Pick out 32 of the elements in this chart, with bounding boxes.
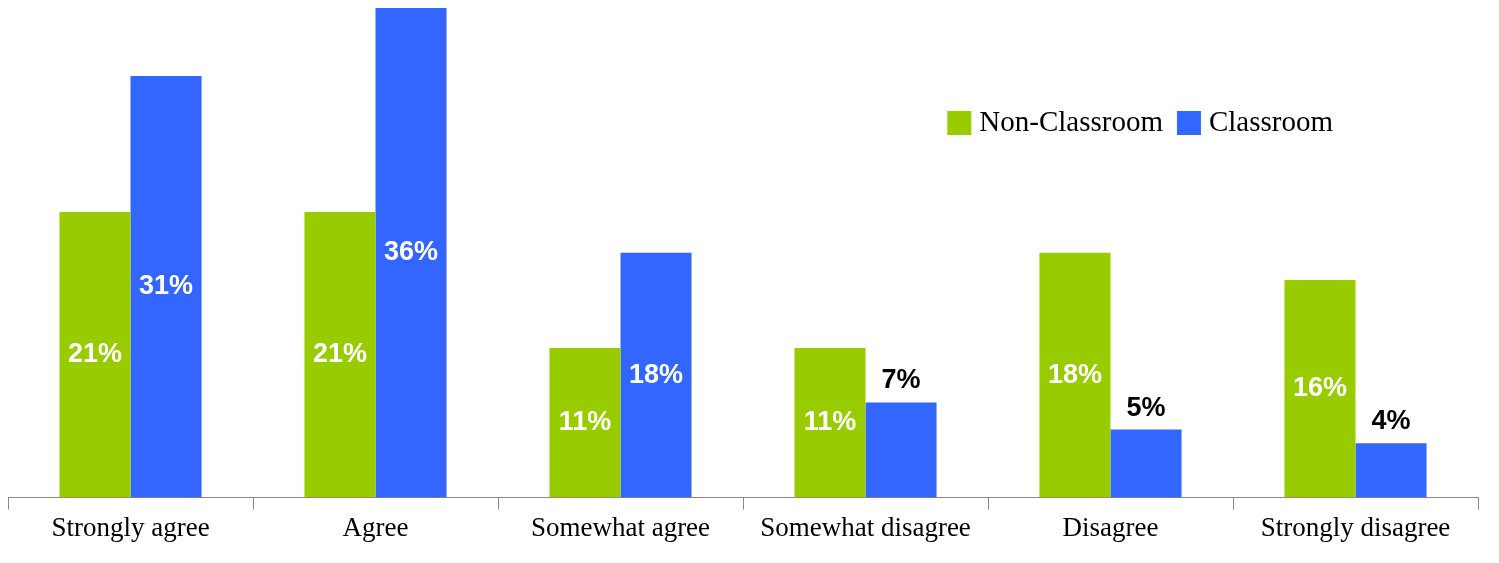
x-tick-label: Agree bbox=[342, 511, 409, 542]
data-label: 36% bbox=[384, 236, 439, 267]
data-label: 18% bbox=[629, 358, 684, 389]
bar bbox=[794, 348, 866, 498]
data-label: 18% bbox=[1047, 358, 1102, 389]
data-label: 4% bbox=[1371, 405, 1411, 436]
legend-label: Non-Classroom bbox=[979, 104, 1164, 137]
data-label: 11% bbox=[803, 406, 857, 437]
data-label: 7% bbox=[881, 364, 921, 395]
bar bbox=[59, 212, 131, 498]
data-label: 21% bbox=[312, 338, 367, 369]
bar bbox=[549, 348, 621, 498]
bar bbox=[1355, 443, 1427, 498]
legend-label: Classroom bbox=[1208, 104, 1334, 137]
bar bbox=[1110, 429, 1182, 498]
x-tick-label: Strongly disagree bbox=[1260, 511, 1451, 542]
bar bbox=[304, 212, 376, 498]
data-label: 16% bbox=[1292, 372, 1347, 403]
bar bbox=[1039, 252, 1111, 498]
data-label: 11% bbox=[558, 406, 612, 437]
x-tick-label: Somewhat disagree bbox=[760, 511, 971, 542]
bar bbox=[620, 252, 692, 498]
bar bbox=[130, 76, 202, 498]
x-tick-label: Somewhat agree bbox=[530, 511, 711, 542]
bar bbox=[865, 402, 937, 498]
data-label: 31% bbox=[139, 270, 194, 301]
x-tick-label: Strongly agree bbox=[51, 511, 210, 542]
bar bbox=[375, 8, 447, 498]
x-tick-label: Disagree bbox=[1062, 511, 1159, 542]
data-label: 21% bbox=[67, 338, 122, 369]
data-label: 5% bbox=[1126, 391, 1166, 422]
bar bbox=[1284, 280, 1356, 498]
